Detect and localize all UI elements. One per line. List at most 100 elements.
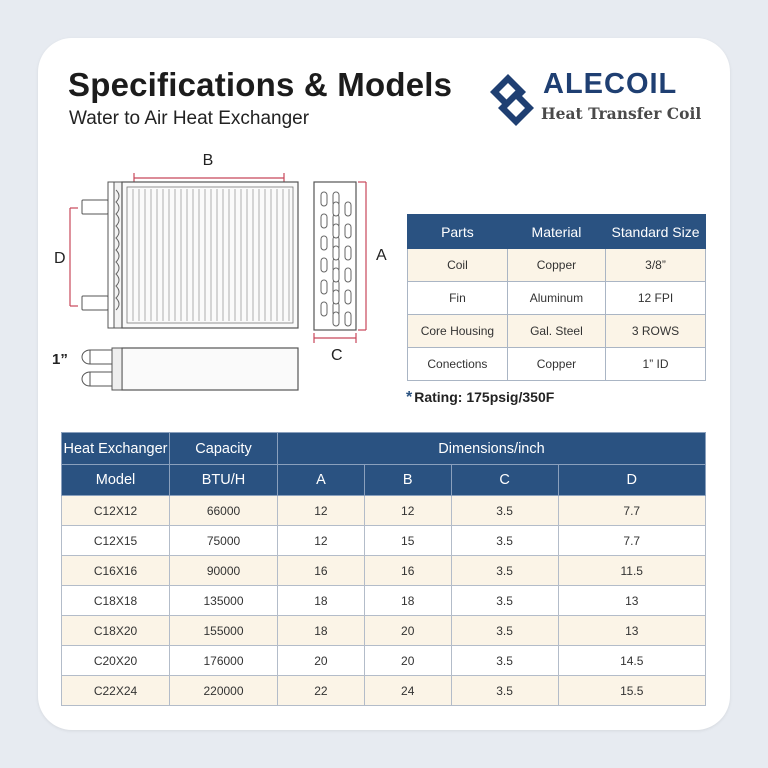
- parts-cell: Copper: [506, 347, 607, 381]
- coil-side-view: [313, 181, 357, 331]
- model-cell: 13: [557, 585, 707, 616]
- dimension-a: A: [358, 181, 387, 331]
- tube-slot: [320, 213, 328, 229]
- model-cell: C18X18: [61, 585, 170, 616]
- parts-row: Core Housing Gal. Steel 3 ROWS: [407, 314, 706, 348]
- model-cell: 3.5: [450, 525, 559, 556]
- asterisk-icon: *: [406, 389, 413, 406]
- tube-slot: [320, 279, 328, 295]
- tube-slot: [344, 201, 352, 217]
- tube-slot: [332, 223, 340, 239]
- model-cell: 7.7: [557, 495, 707, 526]
- model-cell: 24: [363, 675, 452, 706]
- rating-text: Rating: 175psig/350F: [414, 389, 555, 405]
- tube-slot: [332, 289, 340, 305]
- coil-top-view: 1”: [52, 347, 299, 391]
- model-cell: 176000: [169, 645, 278, 676]
- header-parts: Parts: [407, 214, 508, 249]
- model-cell: C20X20: [61, 645, 170, 676]
- model-row: C20X20 176000 20 20 3.5 14.5: [61, 645, 707, 676]
- header-material: Material: [506, 214, 607, 249]
- model-cell: 13: [557, 615, 707, 646]
- model-cell: 16: [277, 555, 365, 586]
- parts-header-row: Parts Material Standard Size: [407, 214, 706, 249]
- model-row: C12X15 75000 12 15 3.5 7.7: [61, 525, 707, 556]
- header-c: C: [450, 464, 559, 496]
- model-row: C18X20 155000 18 20 3.5 13: [61, 615, 707, 646]
- model-cell: 20: [363, 615, 452, 646]
- model-row: C18X18 135000 18 18 3.5 13: [61, 585, 707, 616]
- tube-slot: [320, 235, 328, 251]
- header-standard-size: Standard Size: [605, 214, 706, 249]
- model-cell: 18: [277, 615, 365, 646]
- model-cell: C12X12: [61, 495, 170, 526]
- model-cell: 3.5: [450, 585, 559, 616]
- header-b: B: [363, 464, 452, 496]
- model-cell: 18: [363, 585, 452, 616]
- model-cell: 3.5: [450, 615, 559, 646]
- tube-slot: [344, 223, 352, 239]
- label-a: A: [376, 247, 387, 264]
- parts-cell: Copper: [506, 248, 607, 282]
- parts-cell: Core Housing: [407, 314, 508, 348]
- model-cell: 66000: [169, 495, 278, 526]
- parts-cell: 3 ROWS: [605, 314, 706, 348]
- brand-logo: ALECOIL Heat Transfer Coil: [486, 66, 706, 130]
- parts-cell: Coil: [407, 248, 508, 282]
- parts-cell: Conections: [407, 347, 508, 381]
- tube-slot: [320, 301, 328, 317]
- models-header-row: Model BTU/H A B C D: [61, 464, 707, 496]
- logo-diamond-icon: [490, 74, 534, 126]
- tube-slot: [332, 311, 340, 327]
- model-cell: 90000: [169, 555, 278, 586]
- model-cell: 12: [277, 495, 365, 526]
- model-cell: 16: [363, 555, 452, 586]
- brand-tagline: Heat Transfer Coil: [541, 104, 702, 123]
- model-cell: 12: [277, 525, 365, 556]
- model-cell: 75000: [169, 525, 278, 556]
- model-cell: 15: [363, 525, 452, 556]
- model-cell: 220000: [169, 675, 278, 706]
- model-cell: 155000: [169, 615, 278, 646]
- header-d: D: [557, 464, 707, 496]
- model-cell: 12: [363, 495, 452, 526]
- parts-cell: Fin: [407, 281, 508, 315]
- model-cell: C12X15: [61, 525, 170, 556]
- tube-slot: [332, 245, 340, 261]
- header-dimensions: Dimensions/inch: [277, 432, 706, 465]
- model-cell: 20: [277, 645, 365, 676]
- brand-name: ALECOIL: [543, 68, 678, 100]
- tube-slot: [332, 267, 340, 283]
- dimension-c: C: [313, 333, 357, 364]
- model-cell: 20: [363, 645, 452, 676]
- model-cell: 3.5: [450, 555, 559, 586]
- tube-slot: [320, 257, 328, 273]
- label-inlet-size: 1”: [52, 351, 68, 368]
- label-d: D: [54, 250, 66, 267]
- dimension-b: B: [133, 152, 285, 183]
- label-b: B: [203, 152, 214, 169]
- tube-slot: [320, 191, 328, 207]
- parts-row: Coil Copper 3/8”: [407, 248, 706, 282]
- model-cell: 22: [277, 675, 365, 706]
- dimension-d: D: [54, 207, 78, 307]
- model-cell: 7.7: [557, 525, 707, 556]
- header-btuh: BTU/H: [169, 464, 278, 496]
- model-cell: 18: [277, 585, 365, 616]
- model-cell: 15.5: [557, 675, 707, 706]
- coil-diagram: B D A C: [52, 152, 387, 391]
- parts-cell: Gal. Steel: [506, 314, 607, 348]
- page-title: Specifications & Models: [68, 66, 453, 103]
- parts-row: Fin Aluminum 12 FPI: [407, 281, 706, 315]
- header-a: A: [277, 464, 365, 496]
- model-cell: 14.5: [557, 645, 707, 676]
- coil-front-view: [81, 181, 299, 329]
- parts-table: Parts Material Standard Size Coil Copper 3…: [407, 214, 706, 381]
- tube-slot: [332, 201, 340, 217]
- parts-cell: 12 FPI: [605, 281, 706, 315]
- parts-cell: Aluminum: [506, 281, 607, 315]
- header-model: Model: [61, 464, 170, 496]
- parts-cell: 3/8”: [605, 248, 706, 282]
- tube-slot: [344, 289, 352, 305]
- model-cell: 3.5: [450, 495, 559, 526]
